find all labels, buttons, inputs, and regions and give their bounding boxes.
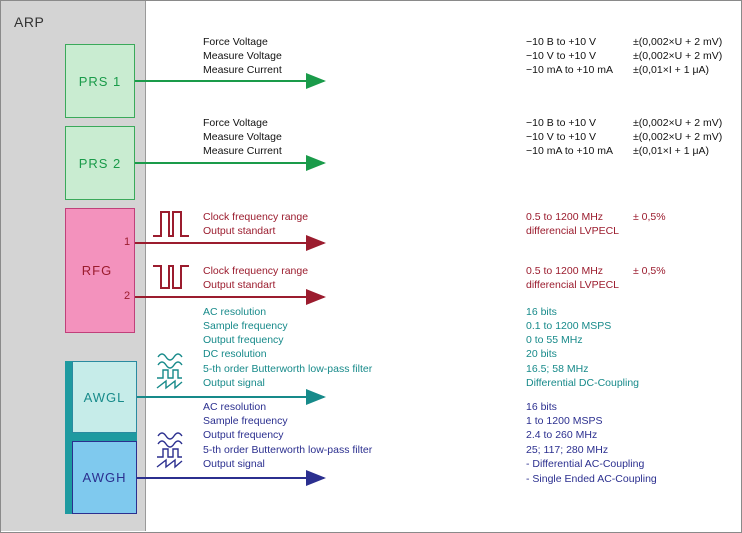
awgh-row-value: - Differential AC-Coupling [526,458,645,470]
awgh-row-value: 16 bits [526,401,557,413]
awgh-row-value: 2.4 to 260 MHz [526,429,598,441]
prs1-row-range: −10 V to +10 V [526,50,597,62]
prs2-label: PRS 2 [78,155,122,171]
awgl-row-value: Differential DC-Coupling [526,377,640,389]
awgh-block: AWGH [72,441,137,514]
prs2-row-accuracy: ±(0,01×I + 1 μA) [633,145,710,157]
rfg-label: RFG [81,263,113,278]
rfg1-row-label: Clock frequency range [203,211,309,223]
awgl-label: AWGL [83,389,126,405]
rfg-block: RFG [65,208,135,333]
prs1-block: PRS 1 [65,44,135,118]
awgl-row-label: AC resolution [203,306,267,318]
awgh-row-label: 5-th order Butterworth low-pass filter [203,444,373,456]
rfg-output-2-number: 2 [124,290,131,302]
awgh-label: AWGH [82,470,127,485]
awgh-row-label: AC resolution [203,401,267,413]
awgh-row-label: Output frequency [203,429,284,441]
awgh-row-value: - Single Ended AC-Coupling [526,473,657,485]
prs2-row-accuracy: ±(0,002×U + 2 mV) [633,117,723,129]
rfg2-row-value: differencial LVPECL [526,279,619,291]
prs1-row-label: Measure Voltage [203,50,282,62]
prs1-row-range: −10 B to +10 V [526,36,597,48]
rfg1-row-value: differencial LVPECL [526,225,619,237]
rfg2-row-value: 0.5 to 1200 MHz [526,265,604,277]
rfg-output-1-number: 1 [124,236,131,248]
clock-pulse-icon [153,211,189,237]
prs2-block: PRS 2 [65,126,135,200]
awgl-row-label: Output frequency [203,334,284,346]
awgl-row-value: 0 to 55 MHz [526,334,583,346]
awgl-row-label: Output signal [203,377,265,389]
waveform-icon [156,353,183,390]
rfg2-row-label: Output standart [203,279,276,291]
awgl-row-value: 0.1 to 1200 MSPS [526,320,612,332]
awgl-row-label: Sample frequency [203,320,288,332]
clock-pulse-inverted-icon [153,265,189,289]
prs2-row-label: Measure Voltage [203,131,282,143]
awgl-block: AWGL [72,361,137,433]
prs1-label: PRS 1 [78,73,122,89]
rfg2-row-accuracy: ± 0,5% [633,265,666,277]
prs2-row-accuracy: ±(0,002×U + 2 mV) [633,131,723,143]
rfg2-row-label: Clock frequency range [203,265,309,277]
prs2-row-range: −10 mA to +10 mA [526,145,613,157]
prs1-row-accuracy: ±(0,002×U + 2 mV) [633,50,723,62]
awgh-row-value: 1 to 1200 MSPS [526,415,603,427]
prs1-row-label: Force Voltage [203,36,268,48]
awgl-row-value: 20 bits [526,348,557,360]
rfg1-row-label: Output standart [203,225,276,237]
rfg1-row-value: 0.5 to 1200 MHz [526,211,604,223]
prs2-row-label: Force Voltage [203,117,268,129]
prs1-row-label: Measure Current [203,64,282,76]
rfg1-row-accuracy: ± 0,5% [633,211,666,223]
awgl-row-value: 16.5; 58 MHz [526,363,589,375]
waveform-icon [156,432,183,469]
awgl-row-label: 5-th order Butterworth low-pass filter [203,363,373,375]
awgl-row-label: DC resolution [203,348,267,360]
prs2-row-range: −10 V to +10 V [526,131,597,143]
awgl-row-value: 16 bits [526,306,557,318]
prs2-row-range: −10 B to +10 V [526,117,597,129]
diagram-title: ARP [14,14,45,30]
awgh-row-label: Sample frequency [203,415,288,427]
awgh-row-value: 25; 117; 280 MHz [526,444,609,456]
prs1-row-range: −10 mA to +10 mA [526,64,613,76]
prs1-row-accuracy: ±(0,01×I + 1 μA) [633,64,710,76]
prs1-row-accuracy: ±(0,002×U + 2 mV) [633,36,723,48]
prs2-row-label: Measure Current [203,145,282,157]
awg-group-divider [65,433,137,441]
awgh-row-label: Output signal [203,458,265,470]
